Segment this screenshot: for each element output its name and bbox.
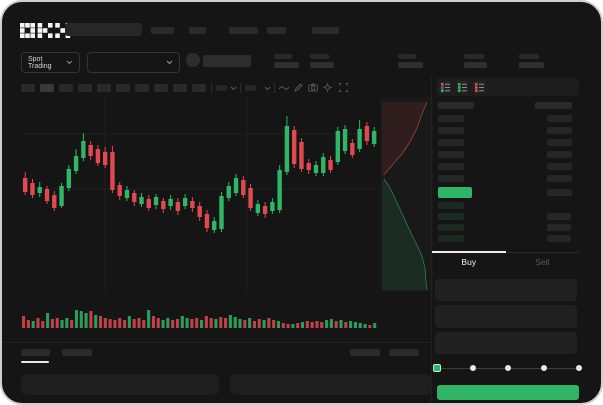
orderbook-view-bids-icon[interactable]: [456, 81, 468, 93]
price-input[interactable]: [435, 279, 577, 301]
orders-list-panel: [21, 374, 219, 395]
orderbook-view-asks-icon[interactable]: [473, 81, 485, 93]
bid-row-amount[interactable]: [547, 235, 571, 242]
ask-row-amount[interactable]: [547, 115, 572, 122]
interval-button-1[interactable]: [21, 84, 35, 92]
ask-row-price[interactable]: [438, 163, 464, 170]
chevron-down-icon: [166, 60, 173, 65]
amount-input[interactable]: [435, 305, 577, 328]
ask-row-price[interactable]: [438, 175, 464, 182]
tab-buy[interactable]: Buy: [432, 251, 506, 270]
bottom-tab-order-history[interactable]: [62, 349, 92, 356]
bottom-tab-open-orders[interactable]: [21, 349, 50, 356]
bid-row-price[interactable]: [438, 202, 464, 209]
order-book: [432, 100, 579, 248]
ask-row-amount[interactable]: [547, 163, 572, 170]
positions-list-panel: [230, 374, 431, 395]
chart-type-dropdown[interactable]: [216, 85, 227, 91]
nav-item-2[interactable]: [189, 27, 206, 34]
interval-button-3[interactable]: [59, 84, 73, 92]
pair-name-placeholder: [203, 55, 251, 67]
trade-tabs: Buy Sell: [432, 251, 579, 270]
interval-button-8[interactable]: [154, 84, 168, 92]
candlestick-chart[interactable]: [21, 97, 377, 292]
interval-button-2-active[interactable]: [40, 84, 54, 92]
market-type-label: Spot Trading: [28, 55, 52, 70]
coin-avatar: [186, 53, 200, 67]
settings-gear-icon[interactable]: [323, 83, 332, 92]
bid-row-price[interactable]: [438, 224, 464, 231]
panel-divider: [431, 76, 432, 403]
ticker-stat-high: [398, 54, 423, 68]
volume-chart[interactable]: [21, 298, 377, 328]
orderbook-header-amount[interactable]: [535, 102, 572, 109]
bottom-tab-extra-2[interactable]: [389, 349, 419, 356]
interval-button-9[interactable]: [173, 84, 187, 92]
nav-item-1[interactable]: [151, 27, 174, 34]
indicators-dropdown[interactable]: [245, 85, 256, 91]
interval-button-4[interactable]: [78, 84, 92, 92]
bid-row-price[interactable]: [438, 235, 464, 242]
tab-sell[interactable]: Sell: [535, 256, 550, 267]
nav-item-3[interactable]: [229, 27, 258, 34]
ask-row-amount[interactable]: [547, 189, 572, 196]
chevron-down-icon[interactable]: [264, 86, 271, 91]
market-type-dropdown[interactable]: Spot Trading: [21, 52, 80, 73]
buy-submit-button[interactable]: [437, 385, 579, 400]
ask-row-price[interactable]: [438, 139, 464, 146]
slider-stop[interactable]: [505, 365, 511, 371]
bottom-tab-extra-1[interactable]: [350, 349, 380, 356]
slider-stop[interactable]: [469, 365, 476, 371]
nav-item-5[interactable]: [312, 27, 339, 34]
bid-row-amount[interactable]: [547, 213, 571, 220]
chevron-down-icon[interactable]: [230, 86, 237, 91]
ask-row-amount[interactable]: [547, 151, 572, 158]
orderbook-header-price[interactable]: [438, 102, 474, 109]
slider-handle[interactable]: [433, 364, 441, 372]
active-tab-underline: [21, 361, 49, 363]
interval-button-6[interactable]: [116, 84, 130, 92]
total-input[interactable]: [435, 332, 577, 354]
pair-selector-dropdown[interactable]: [87, 52, 180, 73]
depth-chart[interactable]: [379, 97, 435, 292]
nav-item-4[interactable]: [267, 27, 286, 34]
camera-icon[interactable]: [308, 83, 318, 92]
slider-stop[interactable]: [576, 365, 582, 371]
ask-row-price[interactable]: [438, 151, 464, 158]
bid-row-amount[interactable]: [547, 224, 571, 231]
ticker-stat-price: [274, 54, 299, 68]
ask-row-amount[interactable]: [547, 175, 572, 182]
chevron-down-icon: [66, 60, 73, 65]
okx-logo[interactable]: [20, 23, 71, 39]
fullscreen-expand-icon[interactable]: [339, 83, 348, 92]
bottom-divider: [2, 342, 431, 343]
interval-button-10[interactable]: [192, 84, 206, 92]
ticker-stat-change: [310, 54, 334, 68]
ticker-stat-volume: [519, 54, 544, 68]
orderbook-view-toolbar: [436, 78, 579, 96]
ask-row-amount[interactable]: [547, 139, 572, 146]
interval-button-5[interactable]: [97, 84, 111, 92]
search-input[interactable]: [65, 23, 142, 36]
last-price-bar[interactable]: [438, 187, 472, 198]
orderbook-view-all-icon[interactable]: [439, 81, 451, 93]
ask-row-price[interactable]: [438, 127, 464, 134]
wave-overlay-icon[interactable]: [279, 85, 289, 91]
draw-pencil-icon[interactable]: [294, 83, 303, 92]
amount-slider[interactable]: [433, 364, 582, 372]
ticker-stat-low: [464, 54, 487, 68]
bid-row-price[interactable]: [438, 213, 464, 220]
ask-row-price[interactable]: [438, 115, 464, 122]
ask-row-amount[interactable]: [547, 127, 572, 134]
slider-stop[interactable]: [540, 365, 547, 371]
interval-button-7[interactable]: [135, 84, 149, 92]
